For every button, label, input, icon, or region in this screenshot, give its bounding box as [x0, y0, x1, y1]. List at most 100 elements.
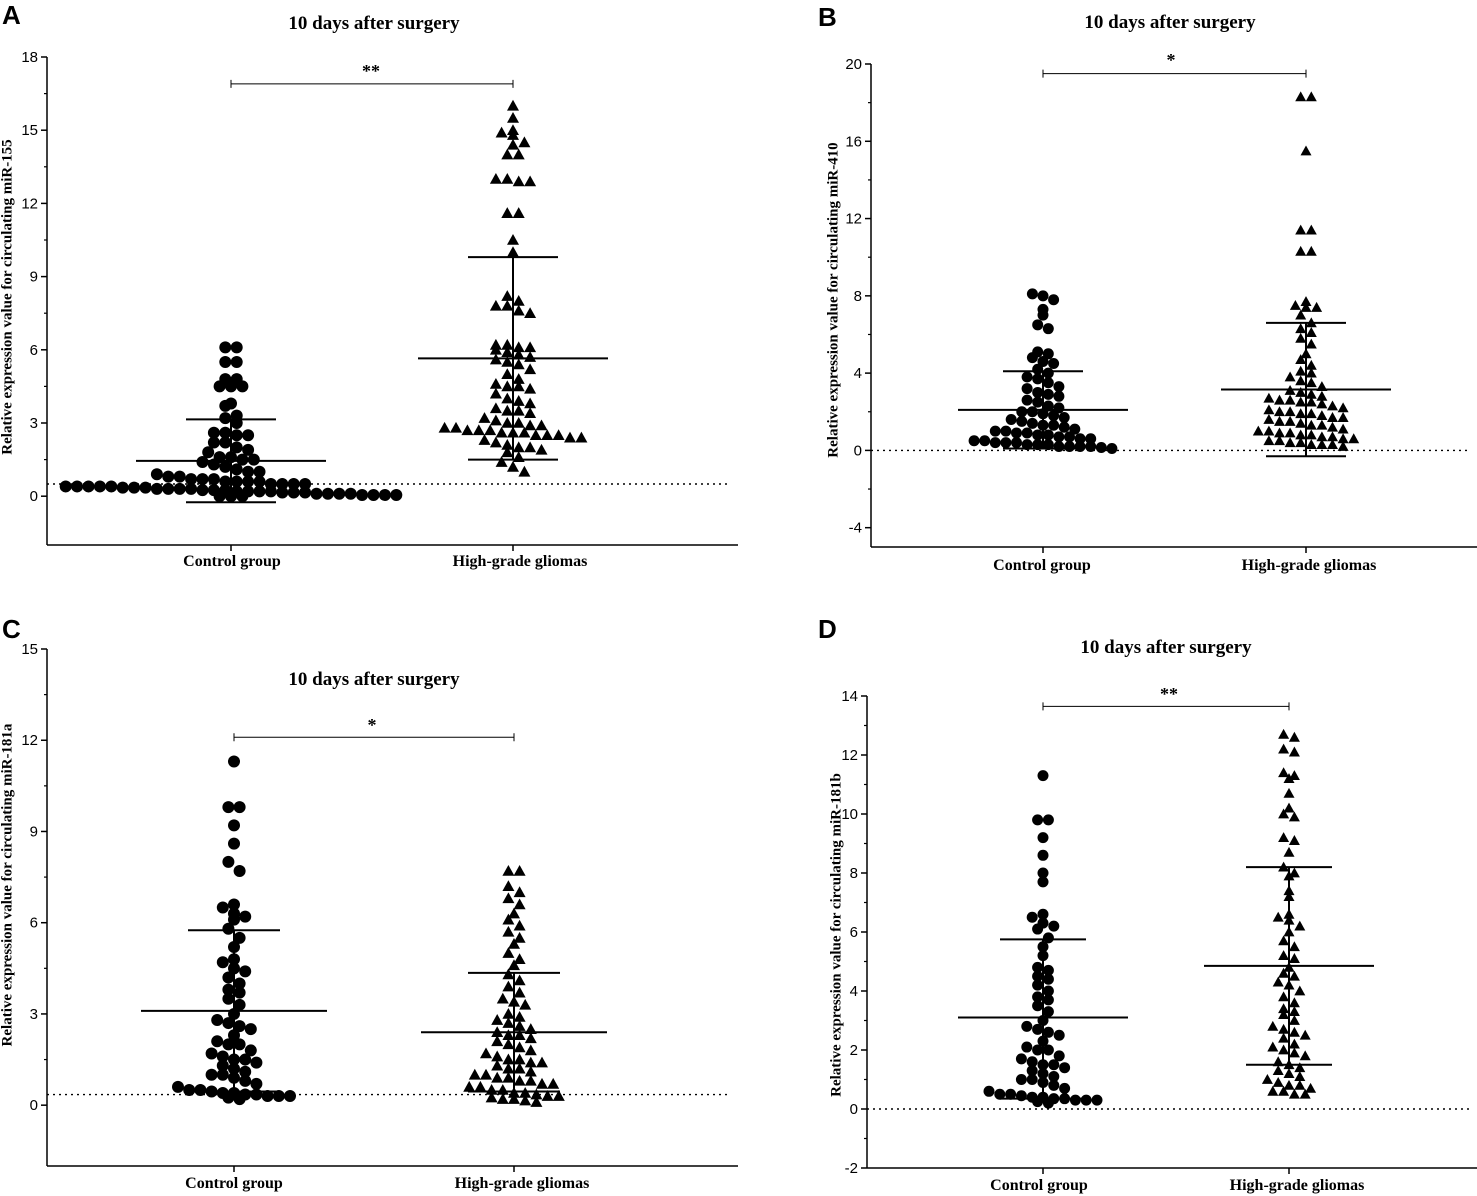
data-point-glioma: [501, 404, 514, 416]
data-point-control: [1037, 849, 1049, 861]
data-point-glioma: [1295, 375, 1307, 386]
data-point-control: [211, 1014, 224, 1027]
data-point-glioma: [513, 919, 526, 931]
data-point-glioma: [529, 429, 542, 440]
data-point-glioma: [524, 1065, 537, 1077]
data-point-glioma: [501, 380, 514, 392]
data-point-glioma: [501, 338, 514, 350]
data-point-glioma: [513, 1020, 526, 1031]
data-point-control: [242, 429, 255, 442]
data-point-glioma: [1337, 433, 1349, 444]
data-point-control: [1058, 412, 1070, 424]
data-point-glioma: [502, 980, 515, 992]
data-point-glioma: [1295, 245, 1307, 256]
data-point-glioma: [512, 373, 525, 384]
data-point-glioma: [530, 1088, 543, 1100]
y-tick-label: 2: [850, 1042, 858, 1059]
data-point-control: [230, 441, 243, 454]
data-point-glioma: [512, 395, 525, 406]
data-point-control: [222, 1017, 235, 1030]
data-point-control: [196, 484, 209, 497]
data-point-glioma: [468, 1068, 481, 1080]
data-point-control: [242, 475, 255, 488]
data-point-glioma: [1299, 1029, 1311, 1040]
data-point-control: [276, 478, 289, 490]
data-point-glioma: [1267, 1085, 1279, 1096]
data-point-glioma: [1295, 224, 1307, 235]
data-point-glioma: [1284, 415, 1296, 426]
data-point-glioma: [1284, 427, 1296, 438]
data-point-glioma: [1288, 835, 1300, 845]
data-point-control: [1032, 319, 1044, 331]
data-point-glioma: [524, 441, 537, 453]
chart-title: 10 days after surgery: [1080, 637, 1252, 658]
data-point-glioma: [501, 148, 514, 160]
data-point-glioma: [1288, 1047, 1300, 1058]
data-point-glioma: [530, 1096, 543, 1107]
data-point-glioma: [502, 1007, 515, 1019]
data-point-control: [356, 488, 369, 501]
data-point-glioma: [507, 112, 519, 123]
data-point-control: [228, 819, 240, 832]
data-point-control: [1059, 1062, 1071, 1074]
data-point-control: [1053, 381, 1065, 393]
data-point-control: [1032, 1000, 1044, 1012]
data-point-glioma: [513, 898, 526, 910]
data-point-control: [1069, 1094, 1081, 1106]
data-point-glioma: [489, 436, 502, 448]
data-point-glioma: [512, 441, 525, 453]
data-point-control: [1037, 876, 1049, 888]
data-point-glioma: [535, 419, 548, 431]
data-point-glioma: [1316, 410, 1328, 421]
data-point-glioma: [1337, 441, 1349, 451]
data-point-glioma: [513, 974, 526, 986]
data-point-glioma: [524, 1074, 537, 1086]
data-point-control: [222, 1091, 235, 1104]
category-label-gliomas: High-grade gliomas: [452, 553, 588, 570]
data-point-glioma: [502, 1038, 515, 1050]
y-tick-label: 4: [854, 365, 862, 382]
data-point-glioma: [501, 368, 514, 379]
data-point-glioma: [1348, 433, 1360, 444]
data-point-control: [196, 456, 209, 469]
plot-area: 0 3 6 9 12 15 18: [21, 49, 738, 551]
data-point-control: [1048, 1071, 1060, 1083]
data-point-glioma: [512, 348, 525, 360]
panel-label: C: [2, 614, 21, 644]
data-point-control: [236, 453, 249, 466]
data-point-glioma: [1283, 846, 1295, 857]
y-tick-label: 8: [850, 865, 858, 882]
data-point-glioma: [1278, 1032, 1290, 1043]
y-tick-label: 20: [845, 56, 862, 73]
data-point-control: [287, 478, 300, 490]
data-point-glioma: [1288, 941, 1300, 952]
data-point-glioma: [1288, 867, 1300, 878]
data-point-glioma: [502, 925, 515, 937]
data-point-control: [1069, 423, 1081, 435]
data-point-control: [150, 482, 163, 495]
data-point-control: [1053, 441, 1065, 453]
data-point-control: [1042, 973, 1054, 985]
data-point-glioma: [1327, 439, 1338, 450]
data-point-glioma: [502, 1053, 515, 1065]
panel-label: D: [818, 614, 837, 644]
data-point-control: [1064, 431, 1075, 443]
data-point-glioma: [507, 460, 519, 472]
y-tick-label: 3: [30, 415, 38, 432]
data-point-glioma: [513, 986, 526, 998]
data-point-control: [1042, 814, 1054, 826]
data-point-glioma: [541, 1090, 554, 1101]
data-point-control: [1032, 429, 1044, 441]
data-point-glioma: [524, 307, 537, 318]
data-point-glioma: [524, 351, 537, 362]
y-tick-label: 9: [30, 823, 38, 840]
data-point-control: [1037, 356, 1049, 368]
data-point-glioma: [491, 1059, 504, 1071]
data-point-glioma: [501, 290, 514, 301]
data-point-glioma: [489, 299, 502, 311]
data-point-glioma: [564, 431, 576, 443]
y-tick-label: 12: [21, 732, 38, 749]
data-point-glioma: [489, 173, 502, 184]
data-point-glioma: [501, 356, 514, 367]
data-point-glioma: [1278, 967, 1290, 978]
